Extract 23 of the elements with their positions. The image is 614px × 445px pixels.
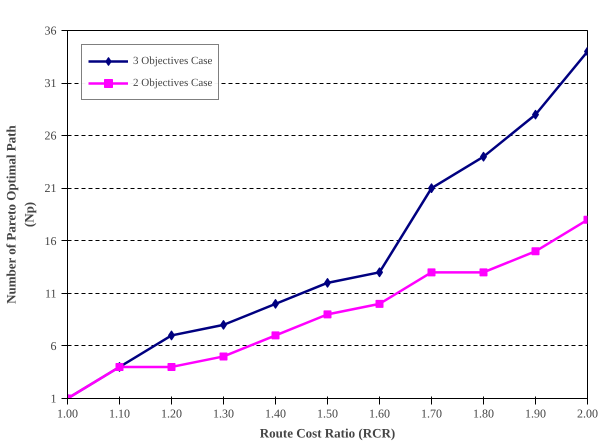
x-tick-label: 1.70 [421, 406, 442, 420]
y-tick-label: 31 [44, 76, 56, 90]
y-tick-label: 1 [50, 392, 56, 406]
x-axis-title: Route Cost Ratio (RCR) [260, 426, 396, 440]
y-tick-label: 36 [44, 24, 56, 38]
y-tick-label: 21 [44, 181, 56, 196]
x-tick-label: 1.00 [57, 406, 78, 420]
y-tick-label: 11 [44, 286, 57, 300]
y-tick-label: 26 [44, 128, 56, 143]
x-tick-label: 1.20 [161, 406, 182, 420]
x-tick-label: 1.90 [525, 406, 546, 420]
x-tick-label: 1.50 [317, 406, 338, 420]
x-tick-label: 1.30 [213, 406, 234, 420]
y-tick-label: 16 [44, 234, 56, 248]
y-tick-label: 6 [50, 338, 56, 353]
x-tick-label: 1.10 [109, 406, 130, 420]
x-tick-label: 1.40 [265, 406, 286, 420]
x-tick-label: 1.80 [473, 406, 494, 420]
legend-label: 2 Objectives Case [133, 77, 212, 89]
x-tick-label: 2.00 [577, 406, 598, 420]
legend-label: 3 Objectives Case [133, 55, 212, 67]
x-tick-label: 1.60 [369, 406, 390, 420]
y-axis-title: Number of Pareto Optimal Path (Np) [4, 124, 36, 304]
